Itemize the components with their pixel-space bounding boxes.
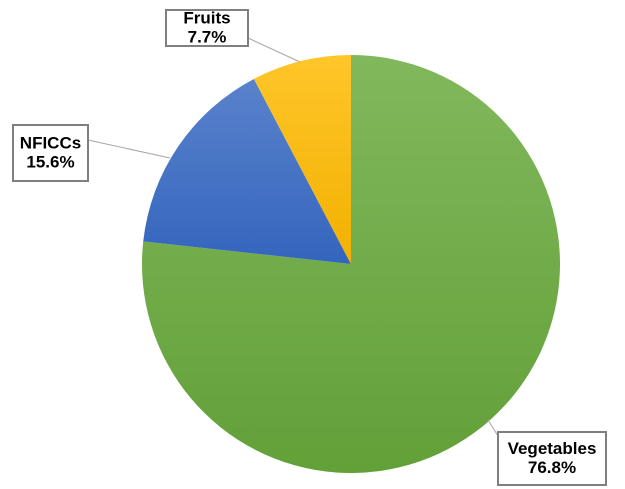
leader-line — [87, 139, 171, 159]
category-label: Fruits — [183, 8, 230, 27]
label-box — [165, 9, 249, 47]
value-label: 7.7% — [188, 27, 227, 46]
value-label: 15.6% — [26, 152, 74, 171]
value-label: 76.8% — [528, 458, 576, 477]
category-label: NFICCs — [20, 133, 81, 152]
label-box — [497, 431, 607, 486]
category-label: Vegetables — [508, 439, 597, 458]
pie-slice — [253, 55, 351, 264]
leader-line — [487, 419, 499, 437]
label-box — [12, 124, 89, 182]
leader-line — [247, 37, 301, 63]
pie-slice — [143, 78, 351, 264]
